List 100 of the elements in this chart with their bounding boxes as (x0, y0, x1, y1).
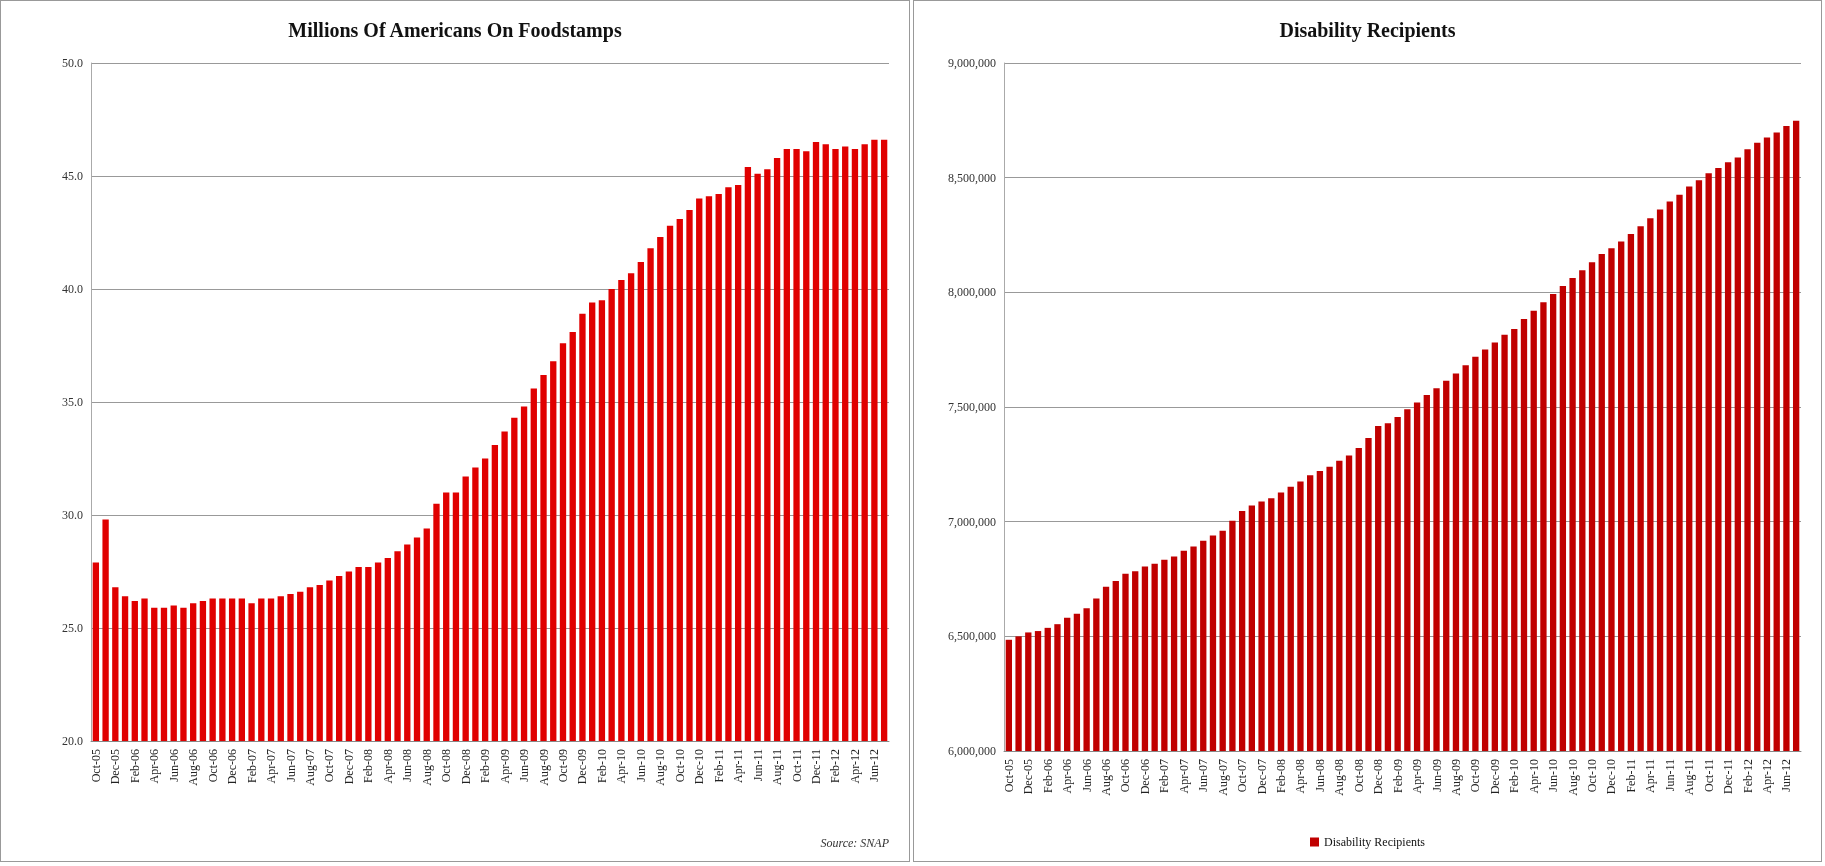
x-tick-label: Apr-11 (1643, 759, 1658, 793)
x-tick-label: Feb-07 (244, 749, 259, 783)
x-tick-label: Apr-06 (1060, 759, 1075, 794)
x-tick-label: Oct-08 (439, 749, 454, 783)
x-tick-label: Apr-08 (380, 749, 395, 784)
y-tick-label: 8,500,000 (948, 170, 996, 185)
x-tick-label: Jun-06 (166, 749, 181, 782)
x-tick-label: Aug-08 (1332, 759, 1347, 796)
x-tick-label: Feb-12 (1740, 759, 1755, 793)
x-tick-label: Dec-08 (458, 749, 473, 785)
x-tick-label: Apr-08 (1293, 759, 1308, 794)
x-tick-label: Jun-07 (283, 749, 298, 782)
x-tick-label: Jun-08 (400, 749, 415, 782)
x-tick-label: Apr-09 (497, 749, 512, 784)
x-tick-label: Oct-08 (1351, 759, 1366, 793)
x-tick-label: Dec-06 (1137, 759, 1152, 795)
y-tick-label: 30.0 (62, 508, 83, 522)
x-tick-label: Feb-08 (1274, 759, 1289, 793)
x-tick-label: Oct-07 (322, 749, 337, 783)
chart-title: Millions Of Americans On Foodstamps (288, 19, 622, 42)
x-tick-label: Aug-10 (653, 749, 668, 786)
x-tick-label: Feb-11 (711, 749, 726, 783)
x-tick-label: Dec-06 (225, 749, 240, 785)
y-tick-label: 7,500,000 (948, 400, 996, 414)
x-tick-label: Oct-09 (1468, 759, 1483, 793)
x-tick-label: Apr-11 (731, 749, 746, 783)
x-tick-label: Aug-09 (536, 749, 551, 786)
y-tick-label: 25.0 (62, 621, 83, 635)
x-tick-label: Apr-10 (614, 749, 629, 784)
x-tick-label: Jun-11 (1662, 759, 1677, 792)
x-tick-label: Aug-06 (1099, 759, 1114, 796)
x-tick-label: Oct-06 (1118, 759, 1133, 793)
x-tick-label: Aug-11 (1682, 759, 1697, 796)
x-tick-label: Feb-09 (1390, 759, 1405, 793)
x-tick-label: Aug-07 (302, 749, 317, 786)
x-tick-label: Oct-05 (88, 749, 103, 783)
x-tick-label: Feb-07 (1157, 759, 1172, 793)
x-tick-label: Jun-10 (1546, 759, 1561, 792)
x-tick-label: Oct-05 (1001, 759, 1016, 793)
y-tick-label: 6,000,000 (948, 744, 996, 758)
x-tick-label: Aug-10 (1565, 759, 1580, 796)
x-tick-label: Jun-08 (1312, 759, 1327, 792)
x-tick-label: Feb-10 (1507, 759, 1522, 793)
x-tick-label: Dec-07 (1254, 759, 1269, 795)
x-tick-label: Oct-11 (1701, 759, 1716, 792)
x-tick-label: Feb-11 (1623, 759, 1638, 793)
x-tick-label: Apr-07 (1176, 759, 1191, 794)
x-tick-label: Apr-12 (847, 749, 862, 784)
x-tick-label: Dec-10 (692, 749, 707, 785)
x-tick-label: Jun-07 (1196, 759, 1211, 792)
x-tick-label: Jun-12 (867, 749, 882, 782)
x-tick-label: Jun-12 (1779, 759, 1794, 792)
x-tick-label: Dec-05 (1021, 759, 1036, 795)
x-tick-label: Jun-11 (750, 749, 765, 782)
x-tick-label: Oct-11 (789, 749, 804, 782)
x-tick-label: Dec-11 (1721, 759, 1736, 794)
y-tick-label: 35.0 (62, 395, 83, 409)
x-tick-label: Feb-12 (828, 749, 843, 783)
x-tick-label: Oct-06 (205, 749, 220, 783)
x-tick-label: Apr-06 (147, 749, 162, 784)
x-tick-label: Feb-08 (361, 749, 376, 783)
x-tick-label: Oct-07 (1235, 759, 1250, 793)
y-tick-label: 9,000,000 (948, 56, 996, 70)
x-tick-label: Dec-07 (341, 749, 356, 785)
x-tick-label: Dec-09 (1487, 759, 1502, 795)
x-tick-label: Aug-07 (1215, 759, 1230, 796)
x-tick-label: Oct-10 (672, 749, 687, 783)
x-tick-label: Aug-09 (1448, 759, 1463, 796)
y-tick-label: 7,000,000 (948, 514, 996, 529)
x-tick-label: Oct-10 (1585, 759, 1600, 793)
x-tick-label: Feb-09 (478, 749, 493, 783)
x-tick-label: Dec-08 (1371, 759, 1386, 795)
x-tick-label: Jun-09 (517, 749, 532, 782)
x-tick-label: Feb-10 (594, 749, 609, 783)
chart-title: Disability Recipients (1279, 19, 1456, 42)
y-tick-label: 40.0 (62, 282, 83, 296)
x-tick-label: Aug-11 (770, 749, 785, 786)
y-tick-label: 8,000,000 (948, 285, 996, 300)
y-tick-label: 20.0 (62, 734, 83, 748)
x-tick-label: Apr-12 (1759, 759, 1774, 794)
x-tick-label: Oct-09 (555, 749, 570, 783)
x-tick-label: Feb-06 (127, 749, 142, 783)
source-note: Source: SNAP (820, 836, 890, 850)
x-tick-label: Aug-08 (419, 749, 434, 786)
x-tick-label: Aug-06 (186, 749, 201, 786)
x-tick-label: Dec-10 (1604, 759, 1619, 795)
x-tick-label: Apr-10 (1526, 759, 1541, 794)
x-tick-label: Jun-09 (1429, 759, 1444, 792)
x-tick-label: Jun-06 (1079, 759, 1094, 792)
x-tick-label: Dec-09 (575, 749, 590, 785)
y-tick-label: 6,500,000 (948, 629, 996, 644)
x-tick-label: Dec-05 (108, 749, 123, 785)
y-tick-label: 50.0 (62, 56, 83, 70)
x-tick-label: Apr-07 (264, 749, 279, 784)
x-tick-label: Jun-10 (633, 749, 648, 782)
x-tick-label: Apr-09 (1410, 759, 1425, 794)
y-tick-label: 45.0 (62, 169, 83, 183)
x-tick-label: Feb-06 (1040, 759, 1055, 793)
legend-label: Disability Recipients (1324, 835, 1426, 849)
x-tick-label: Dec-11 (809, 749, 824, 784)
